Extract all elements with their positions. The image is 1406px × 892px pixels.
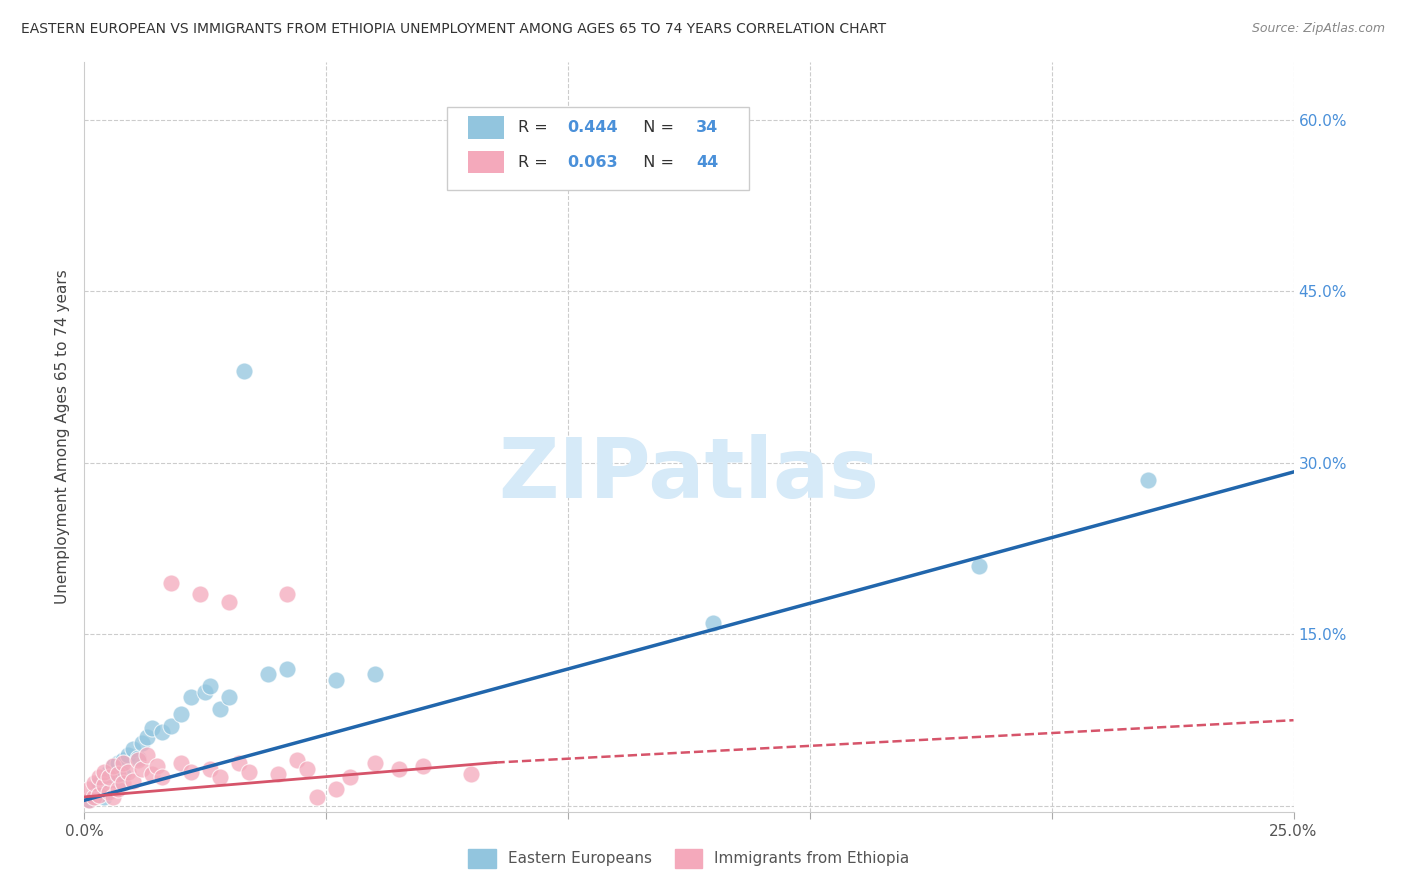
Text: 0.063: 0.063: [567, 154, 617, 169]
Point: [103, 789, 125, 804]
Point: [97, 771, 120, 785]
Point: [388, 763, 411, 777]
Point: [141, 721, 163, 735]
Point: [121, 773, 143, 788]
Point: [127, 753, 149, 767]
Point: [180, 764, 202, 779]
Point: [83, 776, 105, 790]
Point: [208, 702, 231, 716]
Point: [218, 595, 240, 609]
Point: [93, 764, 115, 779]
Point: [77, 793, 100, 807]
Point: [131, 763, 153, 777]
Text: 0.444: 0.444: [567, 120, 617, 135]
Point: [83, 789, 105, 804]
Point: [218, 690, 240, 705]
Point: [77, 781, 100, 796]
Point: [77, 793, 100, 807]
Legend: Eastern Europeans, Immigrants from Ethiopia: Eastern Europeans, Immigrants from Ethio…: [468, 849, 910, 868]
FancyBboxPatch shape: [447, 107, 749, 190]
Point: [295, 763, 318, 777]
Point: [198, 679, 221, 693]
Point: [339, 771, 361, 785]
Point: [208, 771, 231, 785]
Point: [112, 767, 135, 781]
Point: [97, 785, 120, 799]
Point: [87, 788, 110, 802]
Point: [363, 756, 385, 770]
Point: [170, 707, 193, 722]
Point: [305, 789, 328, 804]
Point: [93, 779, 115, 793]
Point: [136, 731, 159, 745]
Point: [363, 667, 385, 681]
Point: [107, 781, 129, 796]
Point: [112, 756, 135, 770]
Point: [170, 756, 193, 770]
Point: [228, 756, 250, 770]
Point: [267, 767, 290, 781]
Text: 44: 44: [696, 154, 718, 169]
Point: [121, 741, 143, 756]
Point: [1137, 473, 1160, 487]
Text: EASTERN EUROPEAN VS IMMIGRANTS FROM ETHIOPIA UNEMPLOYMENT AMONG AGES 65 TO 74 YE: EASTERN EUROPEAN VS IMMIGRANTS FROM ETHI…: [21, 22, 886, 37]
Point: [325, 673, 347, 688]
Text: 34: 34: [696, 120, 718, 135]
Point: [325, 781, 347, 796]
Point: [190, 587, 212, 601]
Text: R =: R =: [519, 120, 554, 135]
Point: [103, 759, 125, 773]
Point: [87, 771, 110, 785]
Point: [107, 767, 129, 781]
Text: ZIPatlas: ZIPatlas: [499, 434, 879, 515]
Point: [141, 767, 163, 781]
Point: [112, 753, 135, 767]
Y-axis label: Unemployment Among Ages 65 to 74 years: Unemployment Among Ages 65 to 74 years: [55, 269, 70, 605]
Point: [97, 764, 120, 779]
Point: [160, 576, 183, 591]
Point: [150, 724, 173, 739]
Point: [285, 753, 308, 767]
Text: Source: ZipAtlas.com: Source: ZipAtlas.com: [1251, 22, 1385, 36]
Point: [238, 764, 260, 779]
Point: [150, 771, 173, 785]
Point: [107, 773, 129, 788]
Point: [146, 759, 169, 773]
Point: [460, 767, 482, 781]
Point: [117, 764, 139, 779]
Point: [198, 763, 221, 777]
Point: [93, 789, 115, 804]
Point: [83, 788, 105, 802]
Point: [180, 690, 202, 705]
Point: [107, 756, 129, 770]
FancyBboxPatch shape: [468, 151, 503, 173]
Point: [87, 776, 110, 790]
Point: [103, 759, 125, 773]
FancyBboxPatch shape: [468, 116, 503, 139]
Text: N =: N =: [633, 120, 679, 135]
Point: [194, 684, 217, 698]
Point: [702, 615, 724, 630]
Point: [97, 771, 120, 785]
Point: [967, 558, 990, 573]
Point: [117, 747, 139, 762]
Point: [160, 719, 183, 733]
Point: [127, 751, 149, 765]
Point: [87, 781, 110, 796]
Point: [112, 776, 135, 790]
Text: N =: N =: [633, 154, 679, 169]
Text: R =: R =: [519, 154, 554, 169]
Point: [276, 587, 298, 601]
Point: [257, 667, 280, 681]
Point: [131, 736, 153, 750]
Point: [233, 364, 256, 378]
Point: [136, 747, 159, 762]
Point: [276, 662, 298, 676]
Point: [412, 759, 434, 773]
